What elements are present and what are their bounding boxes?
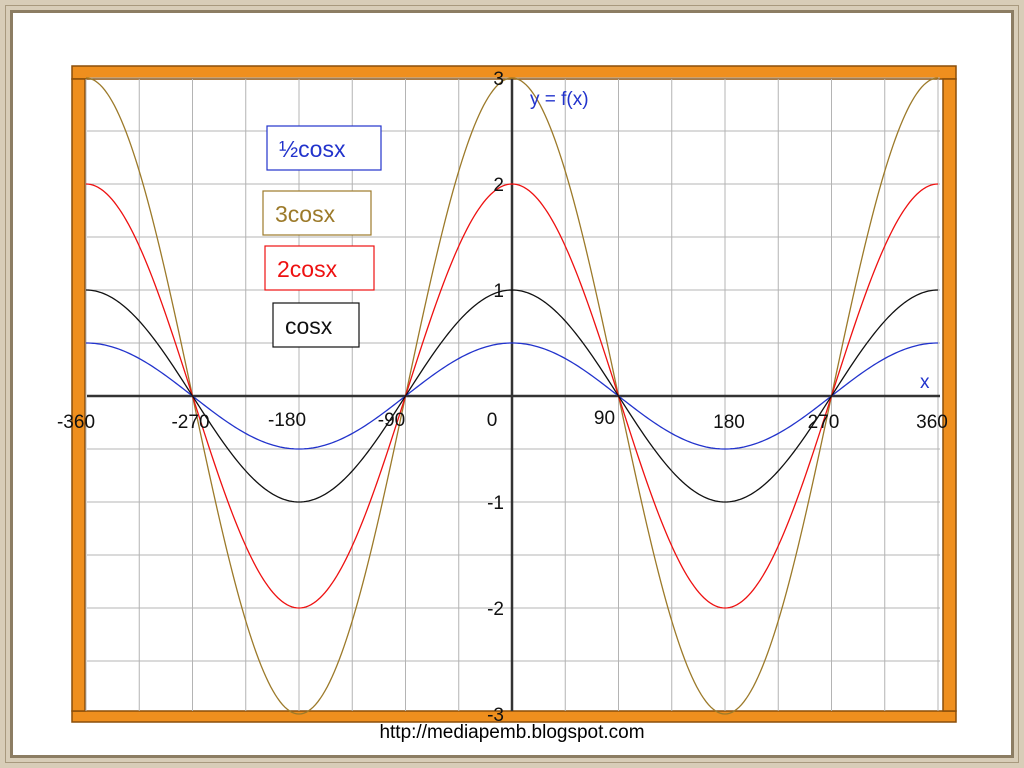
legend-label: cosx [285,313,333,339]
legend-box [272,302,360,348]
y-tick-label: -3 [487,705,504,726]
source-url: http://mediapemb.blogspot.com [379,722,645,743]
legend-box [264,245,375,291]
legend-label: ½cosx [279,136,346,162]
x-tick-label: 270 [808,412,840,433]
inner-frame [10,10,1014,758]
axes [87,79,940,711]
y-tick-label: 1 [493,281,504,302]
y-tick-label: -2 [487,599,504,620]
y-axis-label: y = f(x) [530,89,589,110]
legend-label: 3cosx [275,201,336,227]
legend-box [262,190,372,236]
series-line-½cosx [85,342,939,450]
frame-line [5,5,1019,763]
y-tick-label: 3 [493,69,504,90]
x-tick-label: -360 [57,412,95,433]
frame-right-bar [942,78,957,712]
x-tick-label: 90 [594,408,615,429]
frame-top-bar [71,65,957,80]
x-axis-label: x [920,372,930,393]
x-tick-label: 0 [487,410,498,431]
legend-label: 2cosx [277,256,338,282]
chart-frame [71,65,957,723]
x-tick-label: 360 [916,412,948,433]
series-lines [85,77,939,715]
series-line-cosx [85,289,939,503]
y-tick-label: 2 [493,175,504,196]
series-line-2cosx [85,183,939,609]
x-tick-label: 180 [713,412,745,433]
frame-left-bar [71,78,86,712]
x-tick-label: -90 [378,410,405,431]
legend-box [266,125,382,171]
tick-labels: -360 -270 -180 -90 0 90 180 270 360 -3 -2 -1 1 2 3 [57,69,948,726]
series-line-3cosx [85,77,939,715]
x-tick-label: -270 [171,412,209,433]
y-tick-label: -1 [487,493,504,514]
legend: ½cosx 3cosx 2cosx cosx [262,125,382,348]
frame-bottom-bar [71,710,957,723]
x-tick-label: -180 [268,410,306,431]
